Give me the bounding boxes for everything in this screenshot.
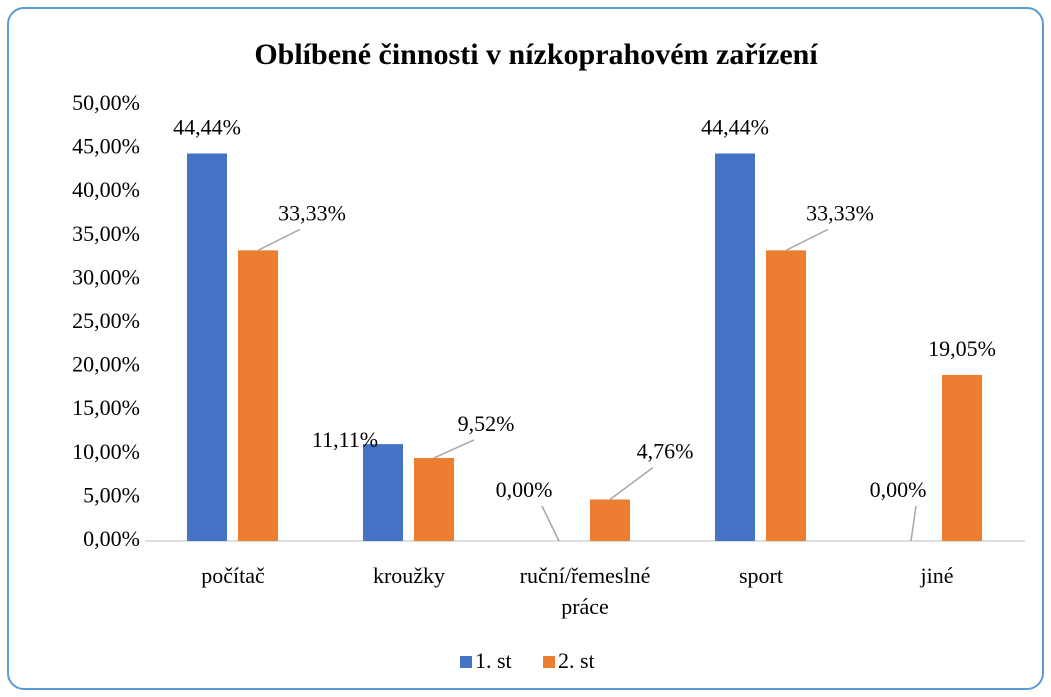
x-tick-label: kroužky <box>373 563 445 588</box>
chart-title: Oblíbené činnosti v nízkoprahovém zaříze… <box>254 38 818 71</box>
value-label: 33,33% <box>806 200 874 225</box>
y-tick-label: 30,00% <box>72 264 140 289</box>
legend-swatch <box>543 656 555 668</box>
value-label: 44,44% <box>701 115 769 140</box>
y-tick-label: 15,00% <box>72 395 140 420</box>
legend-swatch <box>460 656 472 668</box>
y-tick-label: 40,00% <box>72 177 140 202</box>
y-tick-label: 10,00% <box>72 439 140 464</box>
value-label: 0,00% <box>496 477 553 502</box>
bar <box>715 153 755 541</box>
value-label: 0,00% <box>870 477 927 502</box>
value-label: 44,44% <box>173 115 241 140</box>
x-tick-label: počítač <box>201 563 265 588</box>
legend-label: 2. st <box>558 648 595 673</box>
y-tick-label: 20,00% <box>72 352 140 377</box>
value-label: 19,05% <box>928 336 996 361</box>
bar <box>238 250 278 541</box>
y-tick-label: 45,00% <box>72 134 140 159</box>
leader-line <box>541 505 560 542</box>
bar <box>187 153 227 541</box>
y-tick-label: 50,00% <box>72 90 140 115</box>
leader-line <box>785 228 829 252</box>
leader-line <box>433 439 475 459</box>
x-tick-label: jiné <box>920 563 954 588</box>
bar <box>766 250 806 541</box>
bar <box>942 374 982 541</box>
y-tick-label: 25,00% <box>72 308 140 333</box>
value-label: 33,33% <box>278 200 346 225</box>
x-tick-label: ruční/řemeslné práce <box>520 563 651 619</box>
y-tick-label: 0,00% <box>83 526 140 551</box>
x-tick-label: sport <box>739 563 783 588</box>
bar <box>363 444 403 541</box>
leader-line <box>910 505 917 542</box>
value-label: 4,76% <box>637 439 694 464</box>
value-label: 11,11% <box>312 427 378 452</box>
legend-label: 1. st <box>475 648 512 673</box>
bar <box>590 499 630 541</box>
leader-line <box>257 228 301 252</box>
y-tick-label: 5,00% <box>83 482 140 507</box>
bar <box>414 457 454 541</box>
value-label: 9,52% <box>458 411 515 436</box>
leader-line <box>609 466 654 501</box>
y-tick-label: 35,00% <box>72 221 140 246</box>
